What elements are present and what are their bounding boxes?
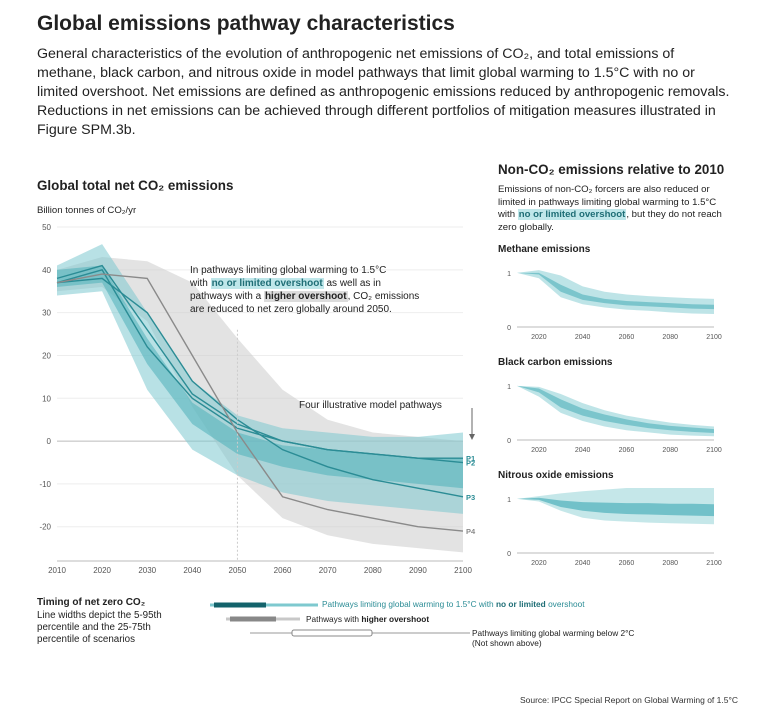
pathways-label: Four illustrative model pathways (299, 400, 442, 411)
annotation-with: with (190, 278, 208, 289)
methane-chart-ytick-label: 1 (507, 271, 511, 278)
methane-chart-band-1 (517, 272, 714, 310)
annotation-highlight-no-overshoot: no or limited overshoot (210, 278, 324, 289)
legend-2c-note: (Not shown above) (472, 638, 542, 648)
black-carbon-chart-xtick-label: 2020 (531, 447, 547, 454)
co2-chart-ytick-label: -20 (39, 523, 51, 532)
co2-chart-xtick-label: 2050 (229, 566, 247, 575)
legend-2c-text: Pathways limiting global warming below 2… (472, 628, 635, 638)
methane-chart-xtick-label: 2080 (662, 334, 678, 341)
timing-title: Timing of net zero CO₂ (37, 597, 146, 608)
annotation-end: are reduced to net zero globally around … (190, 304, 392, 315)
co2-chart-xtick-label: 2060 (274, 566, 292, 575)
main-chart-title: Global total net CO₂ emissions (37, 178, 234, 193)
black-carbon-chart-ytick-label: 1 (507, 384, 511, 391)
methane-chart-xtick-label: 2040 (575, 334, 591, 341)
annotation-pre: In pathways limiting global warming to 1… (190, 265, 387, 276)
annotation-post: , CO₂ emissions (347, 291, 420, 302)
co2-chart-ytick-label: -10 (39, 480, 51, 489)
legend-1p5-post: overshoot (548, 599, 585, 609)
black-carbon-chart-xtick-label: 2080 (662, 447, 678, 454)
timing-desc: Line widths depict the 5-95th percentile… (37, 610, 162, 645)
non-co2-title: Non-CO₂ emissions relative to 2010 (498, 162, 725, 177)
nitrous-oxide-chart-xtick-label: 2040 (575, 560, 591, 567)
methane-chart-band-0 (517, 270, 714, 314)
non-co2-desc-post: , but they do not reach zero globally. (498, 209, 722, 233)
co2-chart-ytick-label: 10 (42, 394, 51, 403)
pathways-arrow-head (469, 434, 475, 440)
co2-chart-xtick-label: 2100 (454, 566, 472, 575)
legend-higher-pre: Pathways with (306, 614, 360, 624)
co2-chart-ytick-label: 30 (42, 309, 51, 318)
nitrous-oxide-chart-ytick-label: 1 (507, 497, 511, 504)
co2-chart-xtick-label: 2010 (48, 566, 66, 575)
co2-chart-pathway-label-p1: P1 (466, 454, 475, 463)
annotation-mid: as well as in (326, 278, 381, 289)
nitrous-oxide-chart-xtick-label: 2080 (662, 560, 678, 567)
methane-chart-xtick-label: 2060 (619, 334, 635, 341)
nitrous-oxide-chart-xtick-label: 2060 (619, 560, 635, 567)
black-carbon-chart-xtick-label: 2040 (575, 447, 591, 454)
page-title: Global emissions pathway characteristics (37, 12, 455, 35)
black-carbon-chart-band-1 (517, 385, 714, 433)
methane-title: Methane emissions (498, 244, 591, 255)
legend-2c-narrow-bar (291, 629, 373, 637)
black-carbon-chart-band-0 (517, 385, 714, 437)
black-carbon-title: Black carbon emissions (498, 357, 613, 368)
intro-text: General characteristics of the evolution… (37, 46, 730, 138)
legend-higher-highlight: higher overshoot (361, 614, 430, 624)
nitrous-oxide-title: Nitrous oxide emissions (498, 470, 614, 481)
co2-chart-xtick-label: 2040 (183, 566, 201, 575)
non-co2-desc-highlight: no or limited overshoot (517, 209, 627, 220)
legend-2c-label: Pathways limiting global warming below 2… (472, 628, 634, 648)
legend-1p5-highlight: no or limited (495, 599, 546, 609)
co2-chart-xtick-label: 2070 (319, 566, 337, 575)
nitrous-oxide-chart-ytick-label: 0 (507, 551, 511, 558)
co2-chart-ytick-label: 40 (42, 266, 51, 275)
nitrous-oxide-chart-xtick-label: 2100 (706, 560, 722, 567)
nitrous-oxide-chart-xtick-label: 2020 (531, 560, 547, 567)
annotation-pre2: pathways with a (190, 291, 262, 302)
methane-chart-xtick-label: 2100 (706, 334, 722, 341)
non-co2-desc: Emissions of non-CO₂ forcers are also re… (498, 184, 733, 234)
black-carbon-chart-ytick-label: 0 (507, 438, 511, 445)
nitrous-oxide-chart-band-1 (517, 497, 714, 517)
source-note: Source: IPCC Special Report on Global Wa… (519, 695, 738, 705)
co2-chart-pathway-label-p3: P3 (466, 493, 475, 502)
legend-1p5-pre: Pathways limiting global warming to 1.5°… (322, 599, 494, 609)
legend-higher-label: Pathways with higher overshoot (306, 614, 429, 624)
annotation-highlight-higher-overshoot: higher overshoot (263, 291, 348, 302)
co2-chart-ytick-label: 20 (42, 351, 51, 360)
co2-chart-ytick-label: 50 (42, 223, 51, 232)
co2-chart-xtick-label: 2090 (409, 566, 427, 575)
main-annotation: In pathways limiting global warming to 1… (190, 264, 430, 316)
co2-chart-pathway-label-p4: P4 (466, 527, 476, 536)
co2-chart-ytick-label: 0 (47, 437, 52, 446)
co2-chart-pathway-label-p2: P2 (466, 459, 475, 468)
methane-chart-ytick-label: 0 (507, 325, 511, 332)
co2-chart-xtick-label: 2080 (364, 566, 382, 575)
co2-chart-xtick-label: 2030 (138, 566, 156, 575)
nitrous-oxide-chart-band-0 (517, 488, 714, 525)
black-carbon-chart-xtick-label: 2060 (619, 447, 635, 454)
non-co2-desc-pre: Emissions of non-CO₂ forcers are also re… (498, 184, 717, 220)
main-chart-ylabel: Billion tonnes of CO₂/yr (37, 205, 137, 216)
legend-1p5-label: Pathways limiting global warming to 1.5°… (322, 599, 585, 609)
black-carbon-chart-xtick-label: 2100 (706, 447, 722, 454)
co2-chart-xtick-label: 2020 (93, 566, 111, 575)
methane-chart-xtick-label: 2020 (531, 334, 547, 341)
